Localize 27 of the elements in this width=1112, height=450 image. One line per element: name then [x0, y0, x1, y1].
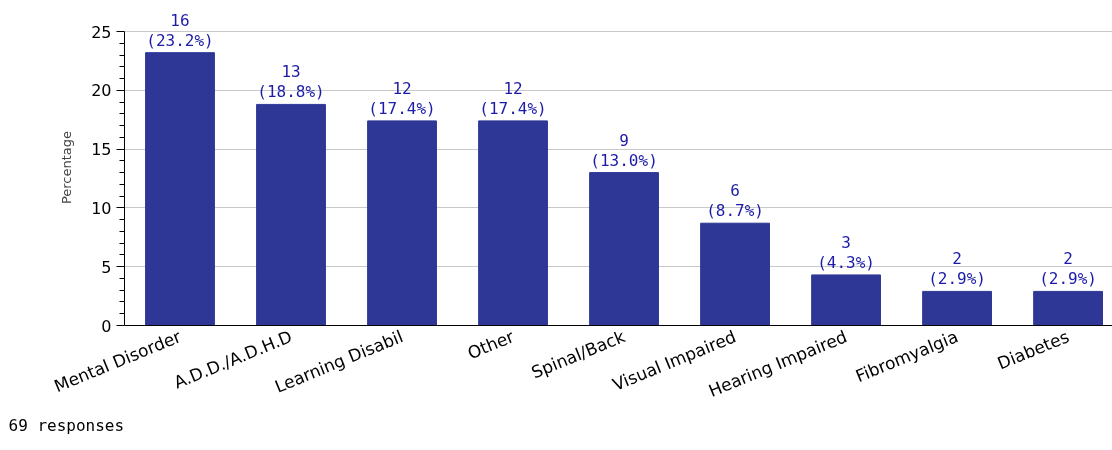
- text: 69 responses: [8, 415, 125, 435]
- y-tick-label: 10: [91, 198, 112, 218]
- x-tick-label: Other: [464, 326, 517, 364]
- y-tick-label: 0: [101, 316, 112, 336]
- data-label: 9 (13.0%): [590, 130, 658, 170]
- bar: [589, 172, 659, 326]
- y-tick-label: 25: [91, 22, 112, 42]
- bar: [478, 120, 548, 326]
- data-label: 2 (2.9%): [928, 249, 986, 289]
- data-label: 12 (17.4%): [368, 78, 436, 118]
- y-tick-label: 15: [91, 140, 112, 160]
- bar: [811, 274, 881, 326]
- data-label: 2 (2.9%): [1039, 249, 1097, 289]
- y-tick-label: 5: [101, 257, 112, 277]
- bar: [145, 52, 215, 326]
- data-label: 12 (17.4%): [479, 78, 547, 118]
- bar: [367, 120, 437, 326]
- data-label: 16 (23.2%): [146, 10, 214, 50]
- bar: [922, 290, 992, 326]
- bar: [256, 103, 326, 326]
- data-label: 3 (4.3%): [817, 232, 875, 272]
- y-tick-label: 20: [91, 81, 112, 101]
- data-label: 6 (8.7%): [706, 181, 764, 221]
- y-axis-title: Percentage: [59, 130, 75, 205]
- bar: [700, 222, 770, 326]
- data-label: 13 (18.8%): [257, 62, 325, 102]
- bar: [1033, 290, 1104, 326]
